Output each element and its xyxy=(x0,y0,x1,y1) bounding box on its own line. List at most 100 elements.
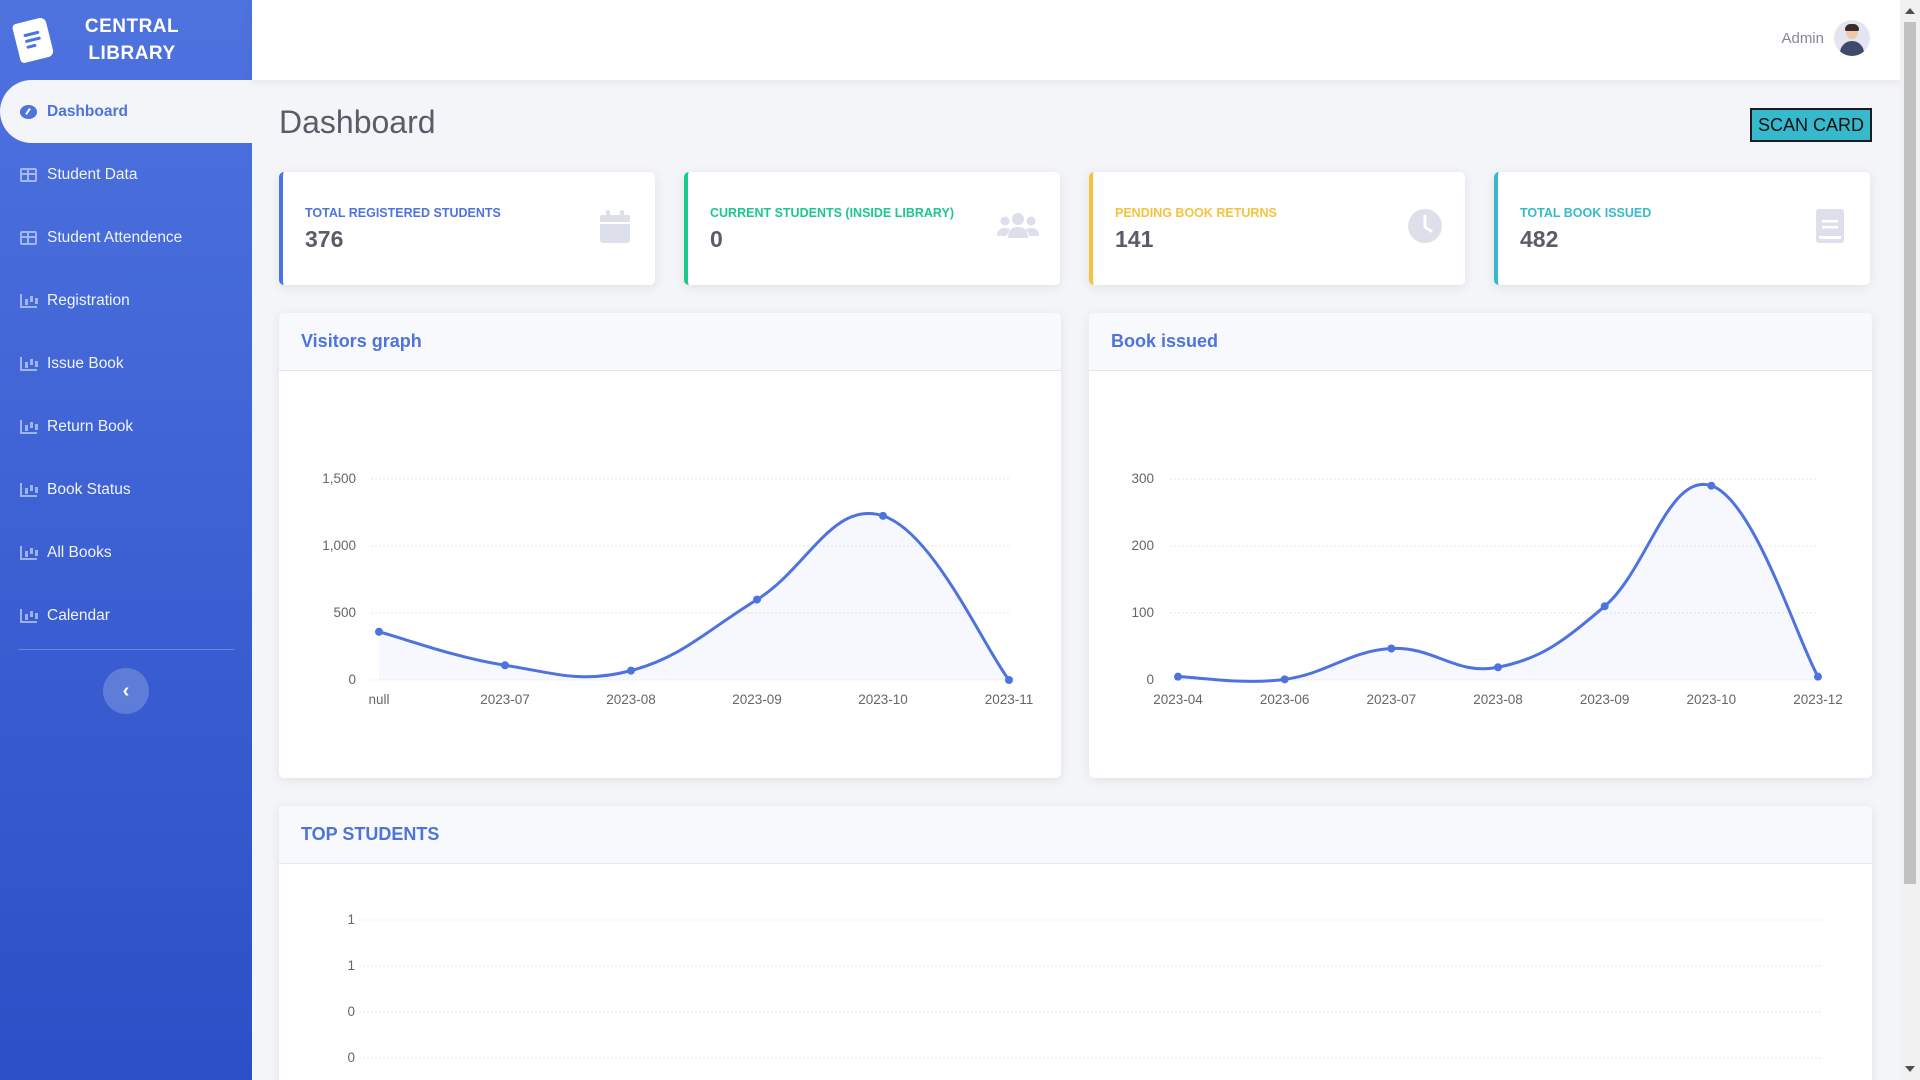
data-point[interactable] xyxy=(1387,644,1396,653)
data-point[interactable] xyxy=(1174,672,1182,681)
stat-label: CURRENT STUDENTS (INSIDE LIBRARY) xyxy=(710,206,954,220)
data-point[interactable] xyxy=(1280,675,1289,684)
top-students-card: TOP STUDENTS 1 1 0 0 xyxy=(279,806,1872,1080)
x-tick-label: 2023-06 xyxy=(1260,692,1310,707)
sidebar-item-label: Student Data xyxy=(47,165,138,183)
stat-card-registered-students: TOTAL REGISTERED STUDENTS 376 xyxy=(279,172,655,285)
data-point[interactable] xyxy=(375,627,383,636)
scroll-down-arrow-icon[interactable] xyxy=(1905,1066,1915,1072)
stat-value: 376 xyxy=(305,226,344,252)
chart-icon xyxy=(20,608,37,623)
x-tick-label: 2023-07 xyxy=(480,692,530,707)
users-icon xyxy=(997,213,1039,238)
sidebar-toggle-button[interactable]: ‹ xyxy=(103,668,149,714)
series-area xyxy=(379,513,1009,680)
topbar: Admin xyxy=(252,0,1900,80)
chart-icon xyxy=(20,545,37,560)
chart-icon xyxy=(20,293,37,308)
data-point[interactable] xyxy=(627,666,635,675)
y-tick-label: 0 xyxy=(1146,672,1154,687)
y-tick-label: 100 xyxy=(1131,605,1154,620)
brand[interactable]: CENTRAL LIBRARY xyxy=(0,0,252,80)
sidebar-item-return-book[interactable]: Return Book xyxy=(0,395,252,458)
sidebar-item-label: All Books xyxy=(47,543,112,561)
x-tick-label: 2023-07 xyxy=(1367,692,1417,707)
book-issued-card: Book issued 0 100 200 300 2023-04 2023-06 2023… xyxy=(1089,313,1872,778)
visitors-graph-card: Visitors graph 0 500 1,000 1,500 null 2023-07… xyxy=(279,313,1061,778)
card-title: Visitors graph xyxy=(279,313,1061,371)
stat-label: TOTAL REGISTERED STUDENTS xyxy=(305,206,501,220)
sidebar-item-label: Return Book xyxy=(47,417,134,435)
stat-card-current-students: CURRENT STUDENTS (INSIDE LIBRARY) 0 xyxy=(684,172,1060,285)
y-tick-label: 1,500 xyxy=(322,471,356,486)
x-tick-label: 2023-08 xyxy=(606,692,656,707)
x-tick-label: 2023-08 xyxy=(1473,692,1523,707)
sidebar-item-all-books[interactable]: All Books xyxy=(0,521,252,584)
x-tick-label: 2023-09 xyxy=(732,692,782,707)
data-point[interactable] xyxy=(501,661,509,670)
y-tick-label: 500 xyxy=(333,605,356,620)
card-title: Book issued xyxy=(1089,313,1872,371)
data-point[interactable] xyxy=(1005,676,1013,684)
user-menu[interactable]: Admin xyxy=(1781,20,1870,56)
calendar-icon xyxy=(600,210,630,243)
x-tick-label: null xyxy=(368,692,389,707)
card-title: TOP STUDENTS xyxy=(279,806,1872,864)
top-students-chart[interactable]: 1 1 0 0 xyxy=(279,864,1872,1080)
chart-icon xyxy=(20,482,37,497)
stat-value: 141 xyxy=(1115,226,1154,252)
series-area xyxy=(1178,484,1818,682)
data-point[interactable] xyxy=(1707,481,1716,490)
data-point[interactable] xyxy=(879,511,887,520)
chevron-left-icon: ‹ xyxy=(122,679,130,702)
y-tick-label: 1,000 xyxy=(322,538,356,553)
y-tick-label: 0 xyxy=(348,672,356,687)
chart-icon xyxy=(20,356,37,371)
y-tick-label: 1 xyxy=(347,958,355,973)
x-tick-label: 2023-04 xyxy=(1153,692,1203,707)
scan-card-button[interactable]: SCAN CARD xyxy=(1750,108,1872,142)
x-tick-label: 2023-12 xyxy=(1793,692,1843,707)
sidebar-item-label: Student Attendence xyxy=(47,228,183,246)
sidebar-item-student-data[interactable]: Student Data xyxy=(0,143,252,206)
sidebar-item-dashboard[interactable]: Dashboard xyxy=(0,80,252,143)
table-icon xyxy=(20,230,37,245)
brand-name: CENTRAL LIBRARY xyxy=(84,16,180,64)
data-point[interactable] xyxy=(1494,663,1502,672)
scrollbar-thumb[interactable] xyxy=(1904,22,1916,884)
sidebar-item-registration[interactable]: Registration xyxy=(0,269,252,332)
stat-card-total-issued: TOTAL BOOK ISSUED 482 xyxy=(1494,172,1870,285)
book-issued-line-chart[interactable]: 0 100 200 300 2023-04 2023-06 2023-07 2023-08 20… xyxy=(1089,371,1872,778)
sidebar-item-book-status[interactable]: Book Status xyxy=(0,458,252,521)
y-tick-label: 0 xyxy=(347,1050,355,1065)
y-tick-label: 200 xyxy=(1131,538,1154,553)
x-tick-label: 2023-09 xyxy=(1580,692,1630,707)
page-scrollbar[interactable] xyxy=(1900,0,1920,1080)
visitors-line-chart[interactable]: 0 500 1,000 1,500 null 2023-07 2023-08 2023-09 2… xyxy=(279,371,1061,778)
y-tick-label: 1 xyxy=(347,912,355,927)
x-tick-label: 2023-10 xyxy=(858,692,908,707)
table-icon xyxy=(20,167,37,182)
scroll-up-arrow-icon[interactable] xyxy=(1905,8,1915,14)
clock-icon xyxy=(1408,209,1442,243)
stat-card-pending-returns: PENDING BOOK RETURNS 141 xyxy=(1089,172,1465,285)
chart-icon xyxy=(20,419,37,434)
sidebar-item-label: Issue Book xyxy=(47,354,124,372)
avatar xyxy=(1834,20,1870,56)
series-line xyxy=(378,512,1011,681)
data-point[interactable] xyxy=(1600,602,1609,611)
data-point[interactable] xyxy=(753,595,761,604)
sidebar-item-issue-book[interactable]: Issue Book xyxy=(0,332,252,395)
sidebar-item-student-attendence[interactable]: Student Attendence xyxy=(0,206,252,269)
user-name: Admin xyxy=(1781,29,1824,47)
sidebar: CENTRAL LIBRARY Dashboard Student Data S… xyxy=(0,0,252,1080)
y-tick-label: 0 xyxy=(347,1004,355,1019)
sidebar-item-calendar[interactable]: Calendar xyxy=(0,584,252,647)
data-point[interactable] xyxy=(1814,672,1822,681)
sidebar-divider xyxy=(18,649,234,650)
stat-label: PENDING BOOK RETURNS xyxy=(1115,206,1277,220)
stat-label: TOTAL BOOK ISSUED xyxy=(1520,206,1652,220)
dashboard-icon xyxy=(20,104,37,119)
page-title: Dashboard xyxy=(279,104,436,140)
x-tick-label: 2023-11 xyxy=(985,692,1034,707)
